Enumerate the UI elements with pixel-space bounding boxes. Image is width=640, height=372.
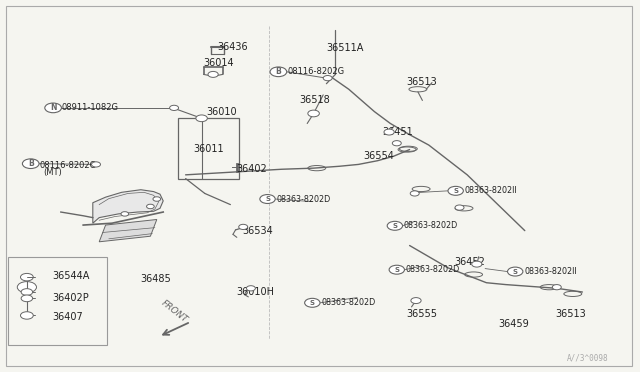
Circle shape [411, 298, 421, 304]
Text: 36451: 36451 [383, 127, 413, 137]
Circle shape [270, 67, 287, 77]
Circle shape [239, 224, 248, 230]
Text: S: S [392, 223, 397, 229]
Circle shape [508, 267, 523, 276]
Text: 36014: 36014 [204, 58, 234, 68]
Circle shape [153, 197, 161, 201]
Polygon shape [93, 190, 163, 223]
Circle shape [392, 141, 401, 146]
Text: 08116-8202G: 08116-8202G [39, 161, 96, 170]
Circle shape [384, 129, 394, 135]
Circle shape [21, 289, 33, 295]
Text: N: N [50, 103, 56, 112]
Text: S: S [310, 300, 315, 306]
Text: 36513: 36513 [406, 77, 437, 87]
Text: 36511A: 36511A [326, 44, 364, 53]
Circle shape [170, 105, 179, 110]
Text: S: S [394, 267, 399, 273]
Circle shape [308, 110, 319, 117]
Text: 36010H: 36010H [237, 287, 275, 297]
Text: A//3^0098: A//3^0098 [566, 353, 608, 362]
Circle shape [21, 295, 33, 302]
Text: 36402: 36402 [237, 164, 268, 174]
Circle shape [196, 115, 207, 122]
Circle shape [22, 284, 32, 290]
Text: 36407: 36407 [52, 312, 83, 322]
Circle shape [147, 204, 154, 209]
Text: 36554: 36554 [364, 151, 394, 161]
Text: 36452: 36452 [454, 257, 485, 267]
Text: 08363-8202D: 08363-8202D [276, 195, 331, 203]
Text: B: B [276, 67, 281, 76]
Text: 08363-8202II: 08363-8202II [465, 186, 517, 195]
Circle shape [20, 273, 33, 281]
Text: S: S [513, 269, 518, 275]
Text: B: B [28, 159, 33, 168]
Circle shape [22, 159, 39, 169]
Text: (MT): (MT) [44, 169, 62, 177]
Text: FRONT: FRONT [159, 298, 189, 324]
Text: 08363-8202II: 08363-8202II [524, 267, 577, 276]
Text: 36534: 36534 [242, 226, 273, 235]
Text: 08363-8202D: 08363-8202D [404, 221, 458, 230]
Text: 36459: 36459 [498, 320, 529, 329]
Circle shape [305, 298, 320, 307]
Circle shape [20, 312, 33, 319]
Circle shape [45, 103, 61, 113]
Text: 08116-8202G: 08116-8202G [287, 67, 344, 76]
Circle shape [246, 286, 255, 291]
Text: 08363-8202D: 08363-8202D [321, 298, 376, 307]
Text: 36555: 36555 [406, 310, 437, 319]
Circle shape [17, 282, 36, 293]
Text: 36402P: 36402P [52, 293, 89, 302]
Text: 08363-8202D: 08363-8202D [406, 265, 460, 274]
Circle shape [389, 265, 404, 274]
Text: 36544A: 36544A [52, 271, 90, 281]
Bar [8, 257, 107, 345]
Circle shape [387, 221, 403, 230]
Bar [178, 118, 239, 179]
Circle shape [552, 285, 561, 290]
Text: 36513: 36513 [556, 310, 586, 319]
Circle shape [121, 212, 129, 216]
Polygon shape [99, 219, 157, 242]
Text: S: S [453, 188, 458, 194]
Circle shape [260, 195, 275, 203]
Circle shape [455, 205, 464, 210]
Circle shape [472, 261, 482, 267]
Text: S: S [265, 196, 270, 202]
Text: 36010: 36010 [206, 107, 237, 116]
Text: 08911-1082G: 08911-1082G [61, 103, 118, 112]
Circle shape [323, 76, 332, 81]
Circle shape [208, 71, 218, 77]
Text: 36011: 36011 [193, 144, 224, 154]
Text: 36518: 36518 [299, 96, 330, 105]
Text: 36485: 36485 [141, 274, 172, 284]
Text: 36436: 36436 [218, 42, 248, 51]
Circle shape [92, 162, 100, 167]
Circle shape [410, 191, 419, 196]
Circle shape [448, 186, 463, 195]
